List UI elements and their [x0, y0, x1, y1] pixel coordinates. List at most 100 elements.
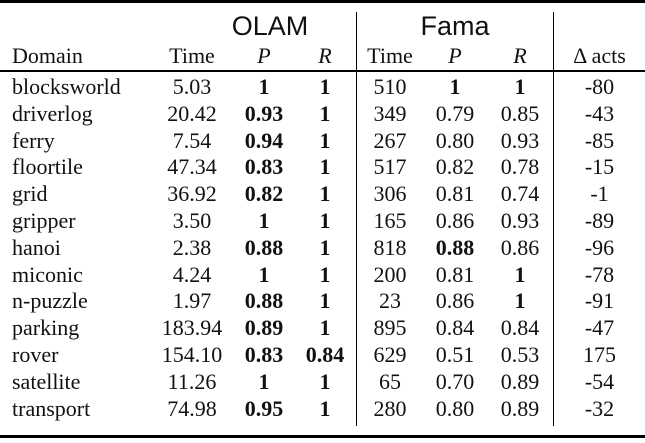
column-header-olam-recall: R	[318, 43, 332, 68]
delta-acts-cell: -15	[584, 154, 615, 180]
olam-time-cell: 183.94	[161, 315, 223, 341]
fama-time-cell: 200	[373, 261, 407, 287]
olam-precision-cell: 1	[258, 368, 270, 394]
delta-acts-cell: -54	[584, 368, 615, 394]
fama-recall-cell: 0.74	[500, 181, 540, 207]
olam-recall-cell: 1	[319, 74, 331, 99]
fama-precision-cell: 0.51	[435, 342, 475, 367]
fama-time-cell: 23	[379, 288, 401, 314]
fama-recall-cell: 0.89	[500, 368, 540, 394]
table-row: rover 154.10 0.83 0.84 629 0.51 0.53 175	[0, 341, 645, 368]
fama-precision-cell: 0.80	[435, 395, 475, 421]
fama-recall-cell: 0.93	[500, 127, 540, 153]
fama-time-cell: 895	[373, 315, 407, 341]
olam-time-cell: 2.38	[172, 234, 212, 260]
table-row: parking 183.94 0.89 1 895 0.84 0.84 -47	[0, 314, 645, 341]
olam-precision-cell: 0.83	[244, 154, 284, 180]
olam-recall-cell: 1	[319, 234, 331, 260]
column-header-olam-time: Time	[169, 43, 215, 68]
delta-acts-cell: 175	[583, 342, 616, 367]
olam-time-cell: 5.03	[172, 74, 212, 99]
fama-time-cell: 517	[373, 154, 407, 180]
table-row: blocksworld 5.03 1 1 510 1 1 -80	[0, 73, 645, 100]
group-header-olam: OLAM	[231, 11, 309, 41]
table-row: floortile 47.34 0.83 1 517 0.82 0.78 -15	[0, 153, 645, 180]
delta-acts-cell: -80	[584, 74, 615, 99]
fama-time-cell: 349	[373, 100, 407, 126]
table-row: grid 36.92 0.82 1 306 0.81 0.74 -1	[0, 180, 645, 207]
fama-delta-divider	[553, 12, 555, 426]
domain-cell: transport	[12, 395, 91, 421]
table-row: gripper 3.50 1 1 165 0.86 0.93 -89	[0, 207, 645, 234]
domain-cell: hanoi	[12, 234, 61, 260]
column-header-fama-precision: P	[448, 43, 462, 68]
fama-time-cell: 280	[373, 395, 407, 421]
olam-time-cell: 20.42	[167, 100, 217, 126]
column-header-olam-precision: P	[257, 43, 271, 68]
domain-cell: grid	[12, 181, 48, 207]
olam-recall-cell: 1	[319, 100, 331, 126]
olam-precision-cell: 1	[258, 261, 270, 287]
domain-cell: floortile	[12, 154, 83, 180]
fama-recall-cell: 1	[514, 74, 526, 99]
olam-precision-cell: 0.93	[244, 100, 284, 126]
delta-acts-cell: -89	[584, 208, 615, 233]
olam-recall-cell: 1	[319, 315, 331, 341]
fama-recall-cell: 1	[514, 261, 526, 287]
olam-time-cell: 1.97	[172, 288, 212, 314]
top-rule	[0, 0, 645, 3]
olam-recall-cell: 1	[319, 154, 331, 180]
olam-recall-cell: 1	[319, 288, 331, 314]
olam-time-cell: 4.24	[172, 261, 212, 287]
delta-acts-cell: -96	[584, 234, 615, 260]
olam-time-cell: 11.26	[167, 368, 217, 394]
domain-cell: driverlog	[12, 100, 93, 126]
fama-precision-cell: 0.80	[435, 127, 475, 153]
delta-acts-cell: -1	[590, 181, 609, 207]
domain-cell: gripper	[12, 208, 76, 233]
delta-acts-cell: -43	[584, 100, 615, 126]
olam-precision-cell: 0.88	[244, 234, 284, 260]
olam-time-cell: 74.98	[167, 395, 217, 421]
domain-cell: rover	[12, 342, 59, 367]
fama-precision-cell: 0.70	[435, 368, 475, 394]
domain-cell: miconic	[12, 261, 83, 287]
delta-acts-cell: -32	[584, 395, 615, 421]
olam-fama-divider	[356, 12, 358, 426]
olam-time-cell: 47.34	[167, 154, 217, 180]
fama-recall-cell: 0.89	[500, 395, 540, 421]
olam-recall-cell: 1	[319, 395, 331, 421]
olam-recall-cell: 1	[319, 181, 331, 207]
column-header-fama-recall: R	[513, 43, 527, 68]
column-header-domain: Domain	[12, 43, 83, 68]
fama-precision-cell: 0.86	[435, 208, 475, 233]
delta-acts-cell: -85	[584, 127, 615, 153]
table-row: miconic 4.24 1 1 200 0.81 1 -78	[0, 261, 645, 288]
fama-time-cell: 510	[373, 74, 407, 99]
fama-time-cell: 65	[379, 368, 401, 394]
table-row: satellite 11.26 1 1 65 0.70 0.89 -54	[0, 368, 645, 395]
olam-precision-cell: 0.88	[244, 288, 284, 314]
olam-precision-cell: 0.82	[244, 181, 284, 207]
olam-precision-cell: 1	[258, 208, 270, 233]
olam-recall-cell: 1	[319, 127, 331, 153]
delta-acts-cell: -91	[584, 288, 615, 314]
table-row: driverlog 20.42 0.93 1 349 0.79 0.85 -43	[0, 100, 645, 127]
fama-time-cell: 165	[373, 208, 407, 233]
fama-precision-cell: 0.79	[435, 100, 475, 126]
fama-precision-cell: 0.84	[435, 315, 475, 341]
olam-time-cell: 3.50	[172, 208, 212, 233]
olam-recall-cell: 0.84	[305, 342, 345, 367]
olam-time-cell: 36.92	[167, 181, 217, 207]
olam-precision-cell: 0.95	[244, 395, 284, 421]
fama-recall-cell: 0.86	[500, 234, 540, 260]
olam-recall-cell: 1	[319, 368, 331, 394]
fama-precision-cell: 0.82	[435, 154, 475, 180]
fama-recall-cell: 0.93	[500, 208, 540, 233]
fama-time-cell: 267	[373, 127, 407, 153]
table-row: ferry 7.54 0.94 1 267 0.80 0.93 -85	[0, 127, 645, 154]
fama-precision-cell: 0.81	[435, 181, 475, 207]
column-header-delta-acts: Δ acts	[573, 43, 626, 68]
fama-precision-cell: 0.86	[435, 288, 475, 314]
olam-time-cell: 7.54	[172, 127, 212, 153]
